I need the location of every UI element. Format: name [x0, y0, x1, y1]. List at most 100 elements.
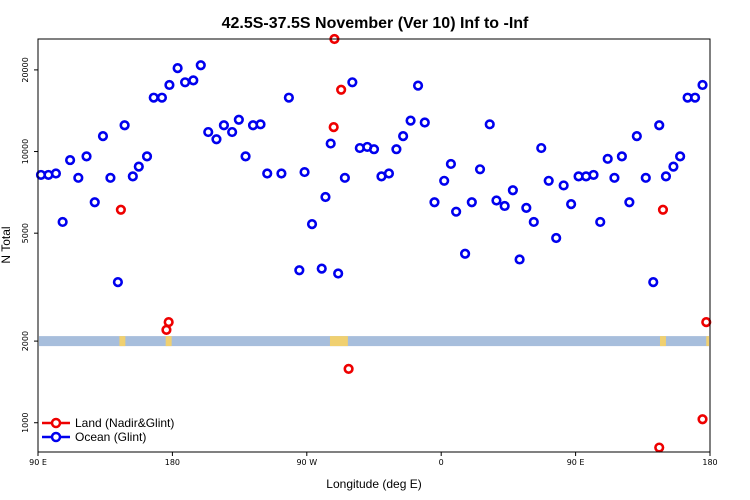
ocean-point: [405, 115, 416, 126]
ocean-point: [536, 142, 547, 154]
ocean-point: [240, 151, 251, 162]
ocean-point: [675, 151, 686, 162]
ocean-point: [640, 172, 651, 183]
ocean-point: [429, 197, 440, 208]
ocean-point: [127, 171, 138, 182]
ocean-point: [459, 248, 471, 259]
ocean-point: [81, 151, 92, 162]
ocean-point: [347, 77, 358, 88]
ocean-point: [697, 79, 708, 91]
ocean-point: [466, 197, 477, 208]
ocean-point: [276, 168, 287, 179]
ocean-point: [156, 92, 168, 103]
ocean-point: [65, 154, 76, 166]
ocean-point: [227, 126, 238, 138]
ocean-point: [179, 77, 191, 88]
ocean-point: [105, 172, 116, 183]
ocean-point: [558, 180, 569, 191]
ocean-point: [255, 119, 266, 130]
ocean-point: [391, 144, 402, 155]
land-point: [657, 204, 669, 215]
ocean-point: [164, 79, 175, 91]
y-axis-label: N Total: [0, 226, 13, 263]
ocean-point: [624, 197, 635, 208]
ocean-point: [112, 277, 123, 288]
legend-land-marker: [50, 417, 62, 429]
ocean-point: [514, 254, 525, 265]
band-land-segment: [659, 336, 666, 347]
legend-ocean-marker: [50, 431, 62, 443]
y-tick-label: 20000: [21, 57, 30, 82]
land-point: [336, 84, 347, 95]
ocean-point: [141, 151, 153, 162]
ocean-point: [419, 117, 430, 128]
band-land-segment: [165, 336, 172, 347]
ocean-point: [543, 175, 554, 186]
ocean-point: [218, 120, 230, 131]
band-layer: [39, 336, 709, 347]
plot-frame: [37, 38, 711, 453]
ocean-point: [320, 191, 331, 203]
ocean-point: [299, 166, 310, 178]
ocean-point: [233, 114, 244, 125]
legend-land-label: Land (Nadir&Glint): [75, 416, 174, 430]
ocean-point: [294, 265, 305, 276]
ocean-point: [57, 216, 68, 228]
ocean-point: [412, 80, 424, 91]
band-land-segment: [329, 336, 348, 347]
ocean-point: [262, 168, 273, 179]
land-point: [328, 122, 339, 133]
ocean-point: [398, 131, 409, 142]
ocean-point: [631, 131, 642, 142]
x-tick-label: 180: [702, 458, 717, 467]
x-tick-label: 90 E: [567, 458, 585, 467]
ocean-point: [474, 164, 486, 175]
band-land-segment: [706, 336, 709, 347]
y-tick-label: 1000: [21, 413, 30, 433]
land-point: [697, 414, 708, 425]
ocean-point: [97, 131, 109, 142]
land-point: [115, 204, 126, 215]
ocean-point: [602, 153, 613, 164]
ocean-point: [172, 63, 183, 74]
ocean-point: [648, 277, 659, 288]
x-axis-label: Longitude (deg E): [326, 477, 421, 491]
ocean-point: [195, 60, 206, 71]
ocean-point: [528, 216, 539, 228]
land-point: [343, 363, 354, 374]
ocean-point: [89, 197, 100, 208]
x-tick-label: 0: [439, 458, 444, 467]
ocean-point: [616, 151, 627, 162]
x-tick-label: 90 E: [29, 458, 47, 467]
band-ocean: [39, 336, 709, 347]
ocean-point: [339, 172, 350, 183]
ocean-point: [306, 219, 318, 230]
ocean-point: [507, 185, 518, 196]
ocean-point: [445, 158, 457, 170]
ocean-point: [211, 134, 222, 145]
land-point: [701, 317, 712, 328]
x-tick-label: 180: [165, 458, 180, 467]
ocean-point: [439, 175, 450, 186]
y-tick-label: 5000: [21, 223, 30, 243]
land-point: [654, 442, 665, 453]
ocean-point: [566, 199, 577, 210]
ocean-point: [283, 92, 294, 103]
y-tick-label: 2000: [21, 331, 30, 351]
axes-layer: 90 E 180 90 W 0 90 E 180 1000 2000 5000 10000 2000…: [21, 57, 718, 467]
ocean-point: [188, 75, 199, 86]
ocean-point: [325, 138, 336, 149]
ocean-point: [499, 200, 510, 212]
y-tick-label: 10000: [21, 139, 30, 164]
ocean-point: [368, 144, 380, 155]
land-point: [163, 317, 174, 328]
ocean-point: [484, 119, 495, 130]
ocean-point: [133, 161, 144, 172]
chart-title: 42.5S-37.5S November (Ver 10) Inf to -In…: [222, 15, 529, 32]
ocean-point: [316, 263, 327, 274]
ocean-point: [50, 168, 62, 179]
ocean-point: [668, 161, 679, 172]
ocean-point: [660, 171, 672, 182]
ocean-point: [689, 92, 701, 103]
ocean-point: [551, 232, 562, 244]
